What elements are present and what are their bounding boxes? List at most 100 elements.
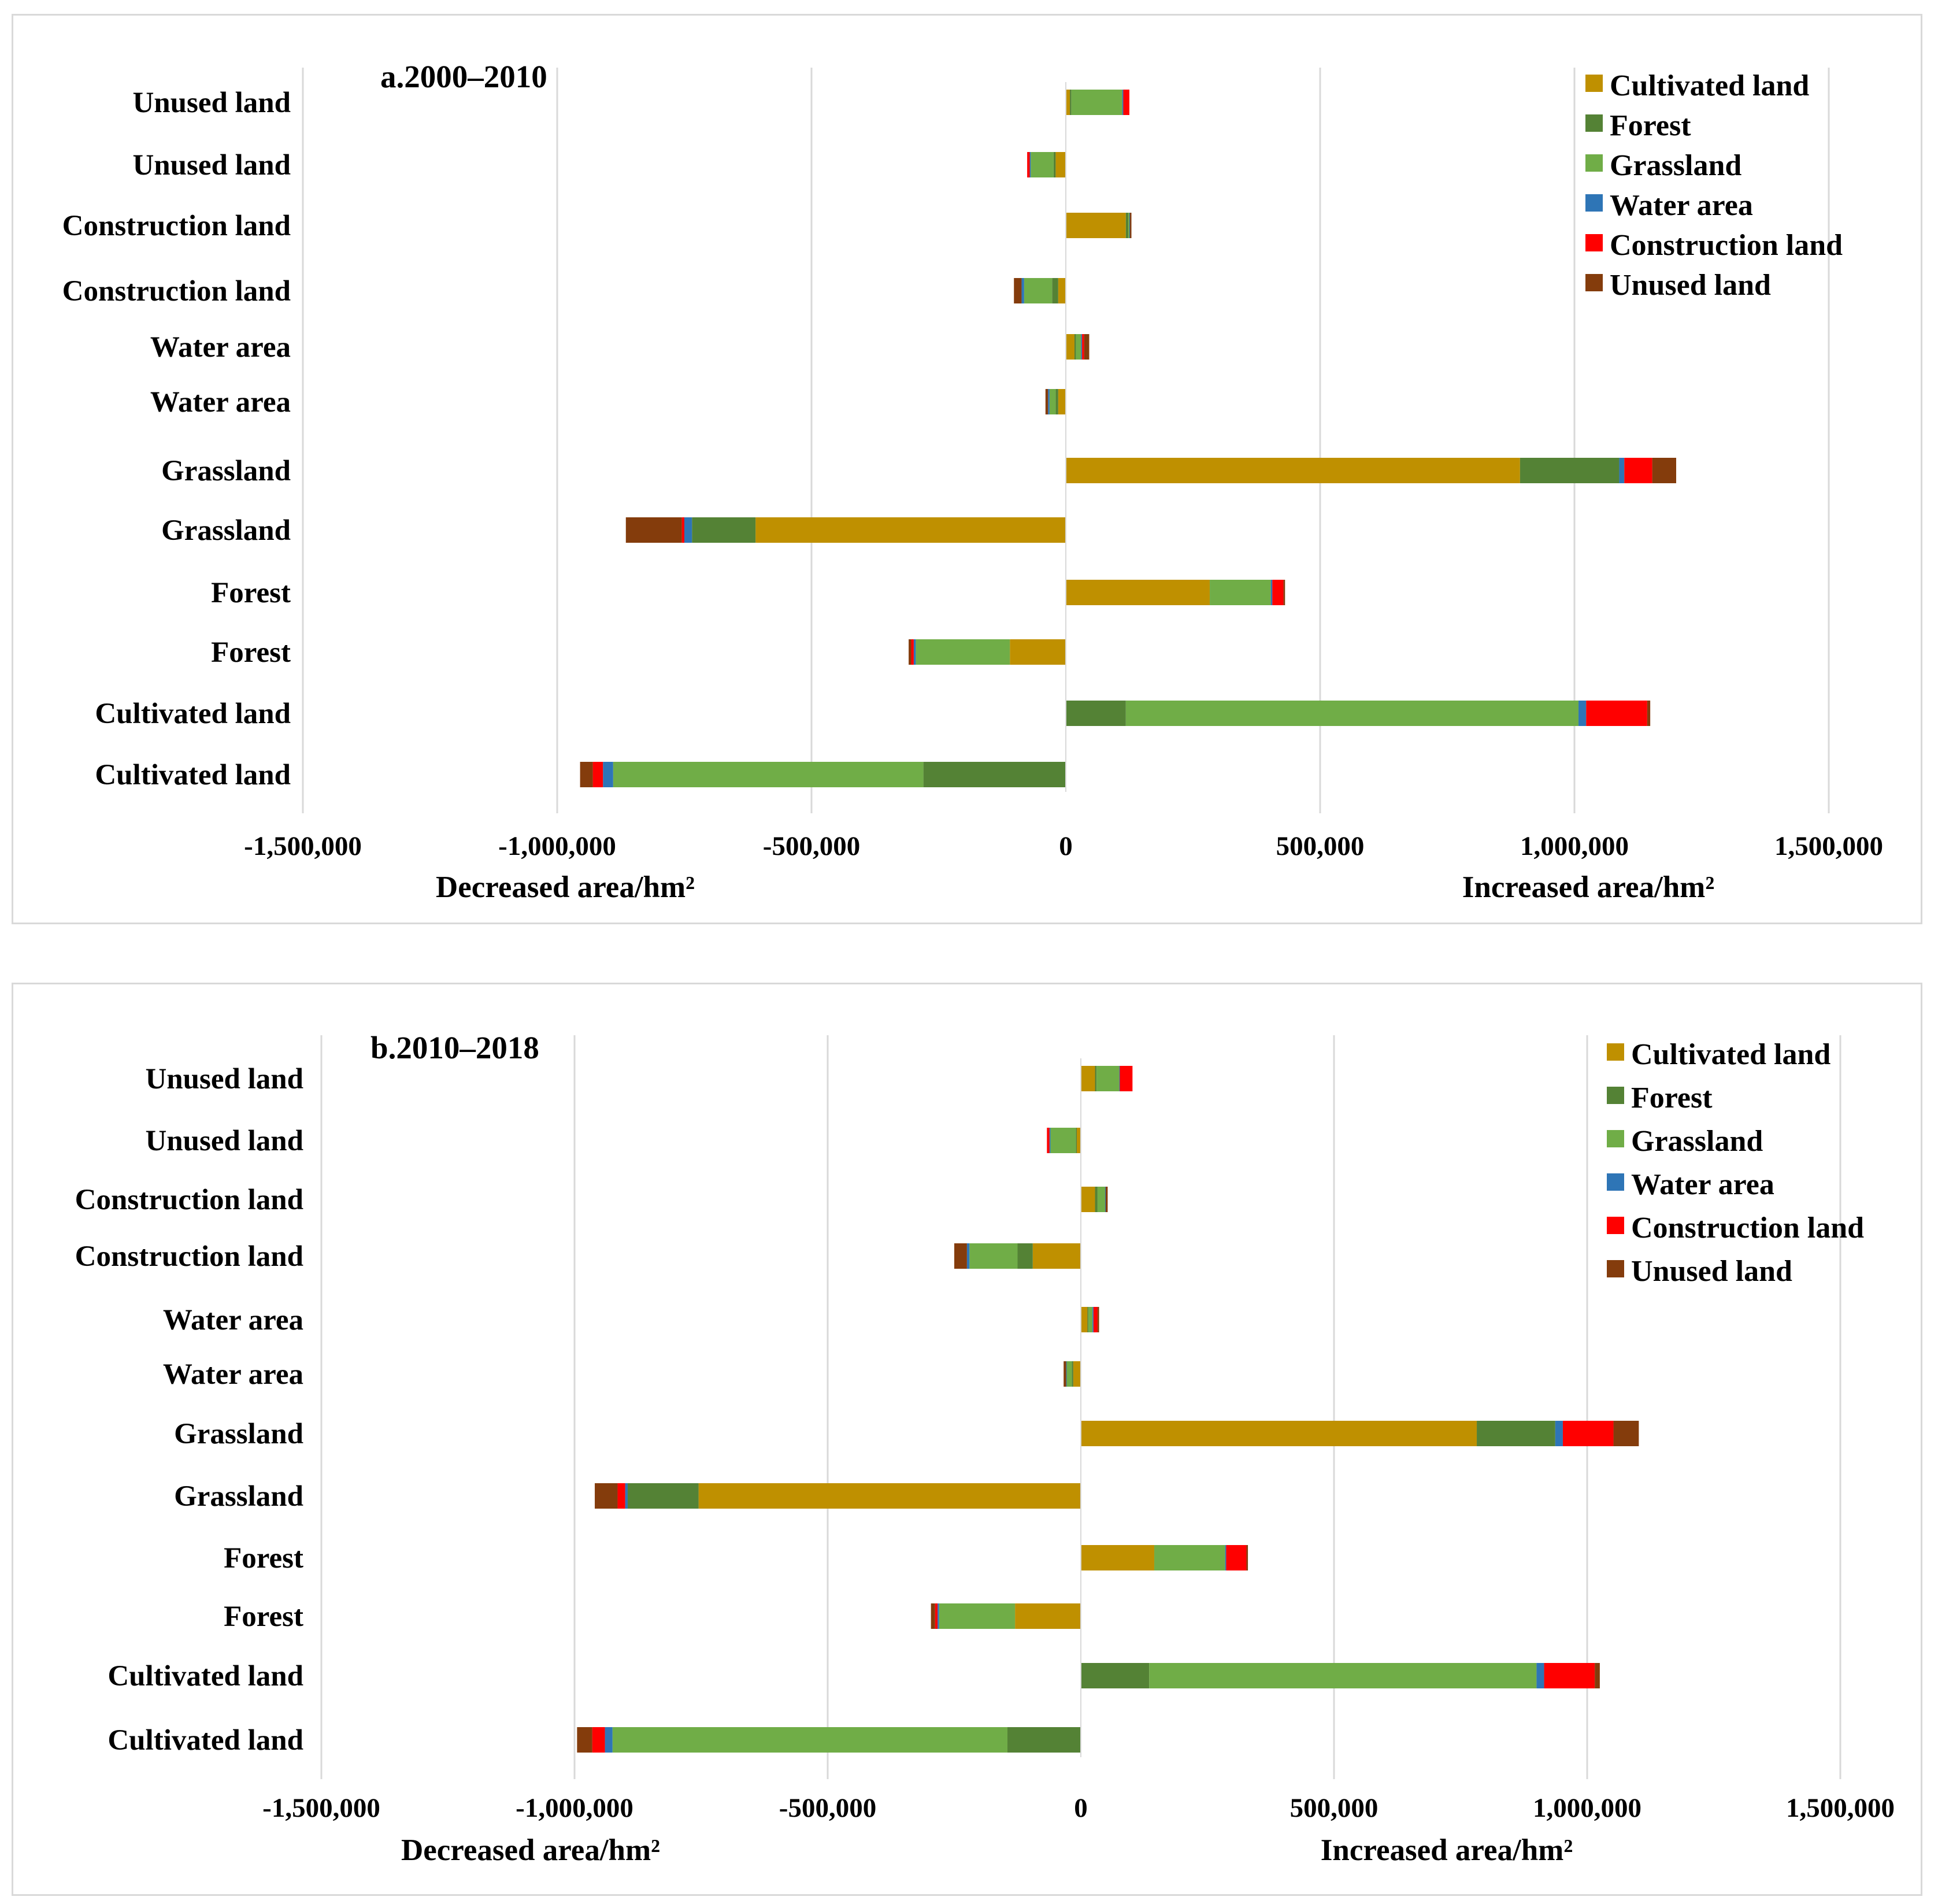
chart-a-legend: Cultivated land Forest Grassland Water area… — [1585, 69, 1843, 302]
chart-a-bar-row4-construction-land — [1082, 334, 1084, 360]
chart-a-bar-row1-forest — [1053, 152, 1056, 177]
chart-a-bar-row8-water-area — [1270, 580, 1273, 605]
chart-b-category-label-9: Forest — [224, 1601, 303, 1633]
chart-b-category-label-2: Construction land — [75, 1184, 303, 1216]
chart-a-legend-label-2: Grassland — [1610, 149, 1741, 182]
chart-a-category-label-4: Water area — [150, 331, 291, 364]
chart-a-bar-row7-unused-land — [625, 517, 682, 543]
chart-a-bar-row4-unused-land — [1084, 334, 1090, 360]
chart-a-tick-label-6: 1,500,000 — [1774, 831, 1883, 861]
chart-b-category-label-4: Water area — [163, 1304, 303, 1336]
chart-b-bar-row11-grassland — [612, 1727, 1007, 1753]
chart-b-bar-row9-water-area — [937, 1603, 939, 1629]
chart-b-tick-label-4: 500,000 — [1290, 1793, 1379, 1823]
chart-a-tick-label-1: -1,000,000 — [498, 831, 616, 861]
chart-b-bar-row2-forest — [1095, 1187, 1098, 1212]
chart-b-bar-row11-water-area — [605, 1727, 613, 1753]
chart-a-bar-row10-construction-land — [1586, 701, 1647, 726]
chart-b-bar-row9-grassland — [939, 1603, 1016, 1629]
chart-a-bar-row2-unused-land — [1129, 213, 1132, 238]
chart-a-bar-row7-water-area — [684, 517, 692, 543]
chart-b-bar-row5-cultivated-land — [1073, 1361, 1081, 1387]
chart-a-tick-label-3: 0 — [1059, 831, 1073, 861]
chart-b-legend-label-3: Water area — [1631, 1168, 1774, 1201]
chart-b-legend-swatch-1 — [1607, 1087, 1624, 1104]
chart-a-bar-row8-cultivated-land — [1066, 580, 1210, 605]
chart-b-bar-row4-forest — [1087, 1307, 1089, 1332]
chart-a-category-label-6: Grassland — [161, 455, 291, 487]
chart-a-bar-row10-forest — [1066, 701, 1126, 726]
chart-a-bar-row7-construction-land — [681, 517, 684, 543]
chart-a-legend-swatch-4 — [1585, 234, 1603, 251]
chart-a-xlabel-left: Decreased area/hm² — [436, 870, 695, 904]
chart-a-legend-label-4: Construction land — [1610, 229, 1843, 262]
chart-a-bar-row6-water-area — [1619, 458, 1625, 483]
chart-b-bar-row1-forest — [1076, 1128, 1077, 1153]
chart-a-category-label-3: Construction land — [62, 275, 291, 308]
chart-b-bar-row2-cultivated-land — [1081, 1187, 1095, 1212]
chart-a-bar-row5-unused-land — [1045, 389, 1048, 414]
chart-a-legend-swatch-5 — [1585, 274, 1603, 291]
chart-b-bar-row0-construction-land — [1120, 1066, 1133, 1091]
chart-panel-b: -1,500,000 -1,000,000 -500,000 0 500,000 1,00… — [12, 983, 1922, 1896]
chart-a-bar-row6-construction-land — [1624, 458, 1652, 483]
chart-a-bar-row8-grassland — [1210, 580, 1271, 605]
chart-b-title: b.2010–2018 — [370, 1030, 539, 1065]
chart-b-bar-row9-cultivated-land — [1015, 1603, 1081, 1629]
chart-a-bar-row0-water-area — [1122, 90, 1124, 115]
chart-b-bar-row5-forest — [1072, 1361, 1073, 1387]
chart-b-tick-label-0: -1,500,000 — [262, 1793, 380, 1823]
chart-a-xlabel-right: Increased area/hm² — [1462, 870, 1714, 904]
chart-a-legend-swatch-1 — [1585, 114, 1603, 132]
chart-a-tick-label-0: -1,500,000 — [244, 831, 362, 861]
chart-a-bar-row3-forest — [1052, 278, 1058, 303]
chart-b-bar-row2-unused-land — [1105, 1187, 1108, 1212]
chart-a-bar-row11-forest — [923, 762, 1066, 787]
chart-a-legend-label-0: Cultivated land — [1610, 69, 1809, 102]
chart-b-bar-row7-construction-land — [617, 1483, 625, 1509]
chart-b-bar-row3-unused-land — [954, 1243, 967, 1269]
chart-b-bar-row7-unused-land — [595, 1483, 618, 1509]
chart-b-bar-row5-grassland — [1066, 1361, 1072, 1387]
chart-a-bar-row11-water-area — [603, 762, 613, 787]
chart-b-legend-swatch-5 — [1607, 1260, 1624, 1277]
chart-a-title: a.2000–2010 — [380, 59, 547, 94]
chart-a-legend-label-1: Forest — [1610, 109, 1691, 142]
chart-a-bar-row2-grassland — [1128, 213, 1129, 238]
chart-b-category-label-3: Construction land — [75, 1240, 303, 1273]
chart-a-bar-row2-forest — [1125, 213, 1129, 238]
chart-b-bar-row11-construction-land — [592, 1727, 605, 1753]
chart-a-canvas: -1,500,000 -1,000,000 -500,000 0 500,000 1,00… — [62, 59, 1883, 904]
chart-a-bar-row9-unused-land — [909, 639, 911, 665]
chart-a-bar-row9-water-area — [913, 639, 916, 665]
chart-a-bar-row3-unused-land — [1014, 278, 1022, 303]
chart-b-tick-label-5: 1,000,000 — [1533, 1793, 1641, 1823]
chart-a-bar-row9-cultivated-land — [1010, 639, 1066, 665]
chart-b-legend: Cultivated land Forest Grassland Water area… — [1607, 1038, 1864, 1288]
chart-a-category-label-0: Unused land — [132, 87, 291, 119]
chart-b-bar-row5-unused-land — [1064, 1361, 1066, 1387]
chart-a-category-label-9: Forest — [211, 636, 291, 669]
chart-a-bar-row7-forest — [692, 517, 756, 543]
chart-b-legend-label-4: Construction land — [1631, 1212, 1864, 1244]
chart-b-bar-row9-construction-land — [935, 1603, 938, 1629]
chart-a-bar-row6-cultivated-land — [1066, 458, 1520, 483]
chart-b-category-label-11: Cultivated land — [108, 1724, 303, 1757]
chart-b-bar-row4-unused-land — [1097, 1307, 1099, 1332]
chart-a-bar-row11-construction-land — [592, 762, 603, 787]
chart-a-bar-row7-cultivated-land — [755, 517, 1066, 543]
chart-b-category-label-8: Forest — [224, 1542, 303, 1575]
chart-b-bar-row10-grassland — [1149, 1663, 1537, 1688]
chart-b-tick-label-3: 0 — [1074, 1793, 1088, 1823]
chart-a-category-label-8: Forest — [211, 577, 291, 609]
chart-b-bar-row9-unused-land — [931, 1603, 935, 1629]
chart-a-tick-label-4: 500,000 — [1276, 831, 1365, 861]
chart-a-bar-row10-water-area — [1578, 701, 1587, 726]
chart-b-bar-row3-water-area — [966, 1243, 970, 1269]
chart-a-legend-swatch-2 — [1585, 154, 1603, 172]
chart-b-legend-swatch-0 — [1607, 1043, 1624, 1061]
chart-b-legend-swatch-3 — [1607, 1173, 1624, 1191]
chart-a-tick-label-2: -500,000 — [763, 831, 860, 861]
chart-a-legend-label-5: Unused land — [1610, 269, 1771, 302]
chart-b-bar-row6-construction-land — [1562, 1421, 1614, 1446]
